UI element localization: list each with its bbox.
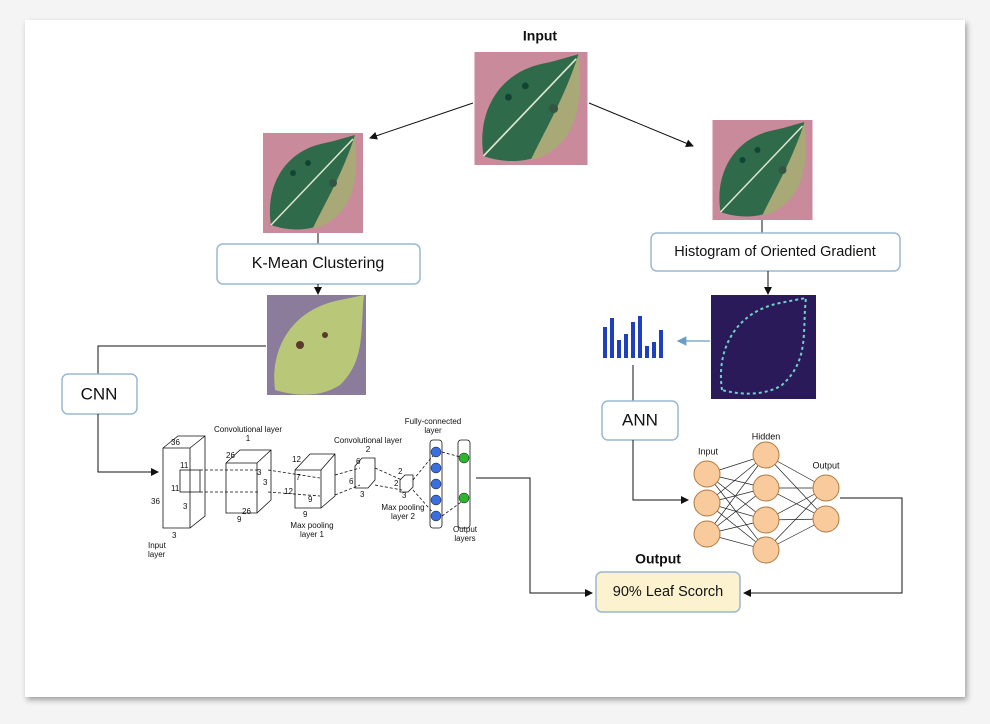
ann-node	[693, 520, 721, 548]
layer-label: Max pooling layer 2	[381, 503, 424, 521]
layer-label: Max pooling layer 1	[290, 521, 333, 539]
dim: 26	[226, 451, 235, 460]
layer-label: Fully-connected layer	[405, 417, 461, 435]
cnn-label: CNN	[81, 384, 118, 403]
dim: 3	[257, 468, 262, 477]
connector	[97, 345, 266, 374]
result-label: 90% Leaf Scorch	[613, 584, 723, 600]
ann-node	[752, 536, 780, 564]
ann-edge	[706, 473, 767, 551]
dim: 9	[303, 510, 308, 519]
ann-hidden: Hidden	[752, 431, 781, 441]
ann-label: ANN	[622, 410, 658, 429]
ann-box	[601, 400, 679, 441]
ann-output: Output	[812, 460, 840, 470]
dim: 3	[172, 531, 177, 540]
arrow	[369, 102, 474, 140]
arrow	[632, 440, 689, 504]
layer-label: Convolutional layer 2	[334, 436, 402, 454]
ann-figure: Input Hidden Output	[693, 431, 840, 564]
dim: 11	[180, 461, 189, 470]
cnn-labels: 36 36 3 Input layer 11 11 3 Convolutional…	[148, 417, 478, 559]
hog-box	[650, 232, 901, 272]
dim: 26	[242, 507, 251, 516]
ann-edge	[706, 454, 767, 535]
result-box	[595, 571, 741, 613]
dim: 3	[183, 502, 188, 511]
hog-label: Histogram of Oriented Gradient	[674, 244, 875, 260]
kmean-label: K-Mean Clustering	[252, 255, 385, 272]
arrow	[743, 497, 903, 597]
dim: 3	[263, 478, 268, 487]
dim: 9	[237, 515, 242, 524]
output-title: Output	[635, 551, 681, 567]
cnn-box	[61, 373, 138, 415]
histogram-icon	[603, 316, 663, 358]
ann-edge	[765, 454, 827, 520]
cnn-figure	[162, 435, 471, 529]
ann-node	[752, 474, 780, 502]
ann-edge	[765, 487, 827, 551]
cluster-image	[267, 295, 366, 395]
dim: 36	[151, 497, 160, 506]
ann-node	[812, 474, 840, 502]
dim: 7	[296, 473, 301, 482]
cnn-neurons	[430, 446, 470, 522]
dim: 9	[308, 495, 313, 504]
dim: 12	[292, 455, 301, 464]
layer-label: Input layer	[148, 541, 167, 559]
arrow	[97, 414, 159, 476]
hog-image	[711, 295, 816, 399]
ann-node	[752, 506, 780, 534]
right-image	[712, 120, 813, 220]
dim: 36	[171, 438, 180, 447]
ann-node	[693, 489, 721, 517]
dim: 3	[360, 490, 365, 499]
layer-label: Convolutional layer 1	[214, 425, 282, 443]
ann-input: Input	[698, 446, 719, 456]
dim: 12	[284, 487, 293, 496]
dim: 3	[402, 491, 407, 500]
dim: 6	[349, 477, 354, 486]
left-image	[262, 133, 364, 233]
input-title: Input	[523, 28, 558, 44]
dim: 2	[394, 479, 399, 488]
ann-node	[812, 505, 840, 533]
dim: 11	[171, 484, 180, 493]
arrow	[588, 102, 694, 148]
ann-node	[693, 460, 721, 488]
dim: 6	[356, 457, 361, 466]
ann-node	[752, 441, 780, 469]
input-image	[473, 52, 589, 165]
layer-label: Output layers	[453, 525, 478, 543]
dim: 2	[398, 467, 403, 476]
arrow	[476, 477, 593, 597]
